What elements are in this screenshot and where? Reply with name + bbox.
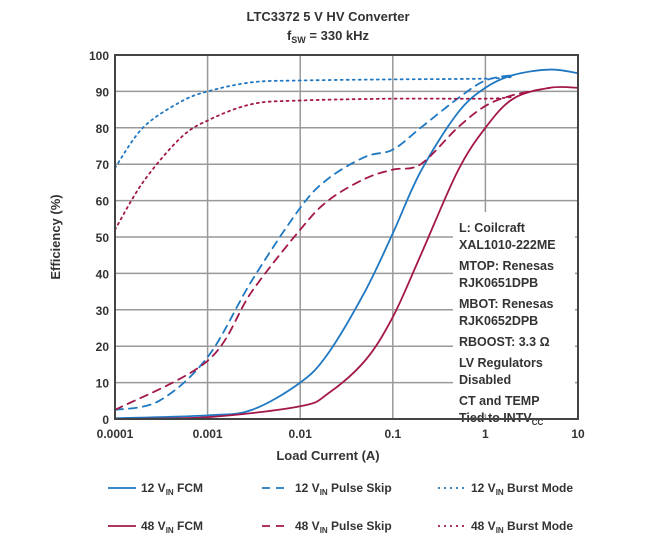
legend-text: 48 V [471, 519, 496, 533]
chart-subtitle: fSW = 330 kHz [287, 28, 370, 45]
y-tick-label: 80 [96, 122, 110, 136]
x-tick-label: 0.01 [289, 427, 313, 441]
annotation-subscript: CC [532, 418, 544, 427]
y-tick-label: 20 [96, 340, 110, 354]
series-line-4 [114, 86, 552, 411]
annotation-line: RJK0651DPB [459, 276, 538, 290]
chart-title: LTC3372 5 V HV Converter [246, 9, 409, 24]
legend-entry-3: 48 VIN FCM [141, 519, 203, 535]
annotation-text: L: Coilcraft [459, 221, 526, 235]
annotation-line: Disabled [459, 373, 511, 387]
y-axis-label: Efficiency (%) [48, 194, 63, 279]
legend-entry-4: 48 VIN Pulse Skip [295, 519, 392, 535]
annotation-text: RBOOST: 3.3 Ω [459, 335, 550, 349]
legend-entry-1: 12 VIN Pulse Skip [295, 481, 392, 497]
legend-entry-5: 48 VIN Burst Mode [471, 519, 573, 535]
y-tick-label: 30 [96, 304, 110, 318]
legend-entry-0: 12 VIN FCM [141, 481, 203, 497]
legend-text: Pulse Skip [328, 519, 392, 533]
legend-subscript: IN [166, 488, 174, 497]
y-tick-label: 70 [96, 158, 110, 172]
y-tick-label: 50 [96, 231, 110, 245]
legend-text: FCM [174, 481, 203, 495]
plot-frame [114, 54, 579, 420]
x-tick-label: 10 [571, 427, 585, 441]
annotation-text: MBOT: Renesas [459, 297, 554, 311]
series-line-5 [114, 95, 515, 231]
series-line-0 [114, 68, 579, 420]
x-tick-label: 0.0001 [97, 427, 134, 441]
legend-subscript: IN [496, 526, 504, 535]
annotation-line: MTOP: Renesas [459, 259, 554, 273]
annotation-line: XAL1010-222ME [459, 238, 556, 252]
legend: 12 VIN FCM 12 VIN Pulse Skip 12 VIN Burst … [108, 481, 573, 535]
y-tick-label: 100 [89, 49, 109, 63]
legend-text: FCM [174, 519, 203, 533]
series-line-2 [114, 75, 515, 169]
annotation-line: RJK0652DPB [459, 314, 538, 328]
legend-subscript: IN [320, 526, 328, 535]
annotation-text: XAL1010-222ME [459, 238, 556, 252]
legend-text: 12 V [295, 481, 320, 495]
legend-subscript: IN [496, 488, 504, 497]
legend-subscript: IN [320, 488, 328, 497]
annotation-line: LV Regulators [459, 356, 543, 370]
annotation-text: CT and TEMP [459, 394, 540, 408]
y-tick-label: 90 [96, 85, 110, 99]
annotation-box [453, 212, 575, 414]
legend-entry-2: 12 VIN Burst Mode [471, 481, 573, 497]
annotation-line: L: Coilcraft [459, 221, 526, 235]
x-tick-label: 0.001 [193, 427, 223, 441]
y-tick-label: 60 [96, 195, 110, 209]
legend-subscript: IN [166, 526, 174, 535]
annotation-text: MTOP: Renesas [459, 259, 554, 273]
annotation-text: RJK0652DPB [459, 314, 538, 328]
legend-text: Pulse Skip [328, 481, 392, 495]
x-tick-label: 0.1 [384, 427, 401, 441]
y-tick-label: 40 [96, 267, 110, 281]
legend-text: Burst Mode [504, 519, 574, 533]
x-axis-label: Load Current (A) [276, 448, 379, 463]
annotation: L: Coilcraft XAL1010-222ME MTOP: Renesas RJ… [459, 221, 556, 427]
legend-text: 48 V [141, 519, 166, 533]
y-tick-label: 0 [102, 413, 109, 427]
annotation-line: MBOT: Renesas [459, 297, 554, 311]
x-tick-label: 1 [482, 427, 489, 441]
annotation-line: RBOOST: 3.3 Ω [459, 335, 550, 349]
series-line-3 [114, 86, 579, 420]
annotation-text: Disabled [459, 373, 511, 387]
legend-text: 48 V [295, 519, 320, 533]
annotation-line: CT and TEMP [459, 394, 540, 408]
annotation-text: LV Regulators [459, 356, 543, 370]
legend-text: Burst Mode [504, 481, 574, 495]
legend-text: 12 V [141, 481, 166, 495]
y-tick-label: 10 [96, 377, 110, 391]
legend-text: 12 V [471, 481, 496, 495]
annotation-text: RJK0651DPB [459, 276, 538, 290]
